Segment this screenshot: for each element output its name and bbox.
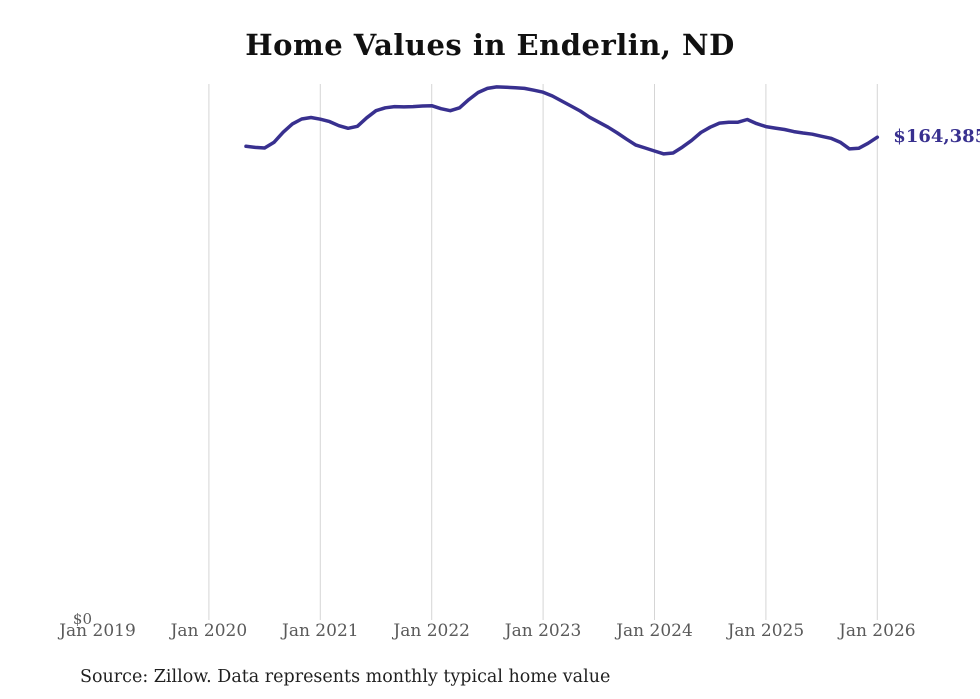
x-tick-label: Jan 2020 xyxy=(170,621,248,641)
x-tick-label: Jan 2026 xyxy=(839,621,916,641)
x-tick-label: Jan 2021 xyxy=(282,621,359,641)
x-tick-label: Jan 2025 xyxy=(727,621,805,641)
current-value-label: $164,385 xyxy=(893,126,980,148)
x-tick-label: Jan 2023 xyxy=(504,621,582,641)
chart-title: Home Values in Enderlin, ND xyxy=(245,28,735,62)
y-axis-zero-tick-label: $0 xyxy=(72,610,92,628)
home-value-line xyxy=(244,85,880,156)
x-tick-label: Jan 2019 xyxy=(59,621,136,641)
x-tick-label: Jan 2022 xyxy=(393,621,470,641)
source-note: Source: Zillow. Data represents monthly … xyxy=(80,667,611,687)
x-tick-label: Jan 2024 xyxy=(616,621,693,641)
